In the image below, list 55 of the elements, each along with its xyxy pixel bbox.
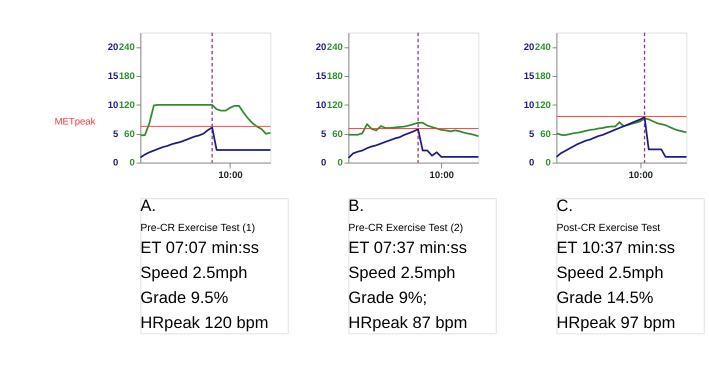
- y2-tick-label: 10: [524, 100, 534, 111]
- y-tick-label: 0: [338, 158, 343, 169]
- y2-tick-label: 15: [524, 71, 536, 82]
- y-tick-label: 120: [118, 100, 135, 111]
- text: Pre-CR Exercise Test (2): [348, 223, 464, 234]
- y-tick-label: 120: [326, 100, 343, 111]
- y-tick-label: 240: [326, 42, 343, 54]
- line-series: [140, 126, 272, 158]
- y-tick-label: 180: [118, 71, 135, 82]
- y2-tick-label: 10: [316, 100, 326, 111]
- x-tick-label: 10:00: [218, 170, 243, 181]
- y2-tick-label: 20: [108, 42, 118, 54]
- text: Post-CR Exercise Test: [556, 223, 660, 234]
- text: ET 07:37 min:ss: [348, 238, 468, 257]
- y-tick-label: 60: [332, 128, 343, 140]
- y2-tick-label: 5: [113, 128, 120, 140]
- text: B.: [348, 197, 364, 216]
- text: Speed 2.5mph: [348, 264, 456, 282]
- x-tick-label: 10:00: [430, 170, 454, 181]
- y2-tick-label: 20: [316, 42, 326, 54]
- text: Grade 9.5%: [140, 289, 229, 308]
- text: ET 10:37 min:ss: [556, 238, 676, 257]
- text: ET 07:07 min:ss: [140, 238, 260, 257]
- text: Speed 2.5mph: [556, 264, 664, 282]
- y-tick-label: 120: [534, 100, 551, 111]
- line-series: [140, 104, 272, 136]
- y2-tick-label: 15: [316, 71, 328, 82]
- y2-tick-label: 15: [108, 71, 120, 82]
- y-tick-label: 240: [534, 42, 551, 54]
- y-tick-label: 60: [124, 128, 135, 140]
- text: HRpeak 120 bpm: [140, 314, 268, 332]
- y2-tick-label: 10: [108, 100, 118, 111]
- y-tick-label: 60: [540, 128, 551, 140]
- y-tick-label: 180: [326, 71, 343, 82]
- y2-tick-label: 20: [524, 42, 534, 54]
- text: Grade 9%;: [348, 289, 428, 308]
- x-tick-label: 10:00: [628, 170, 653, 181]
- y2-tick-label: 5: [321, 128, 328, 140]
- y-tick-label: 240: [118, 42, 135, 54]
- ref-line-label: METpeak: [54, 116, 96, 128]
- text: Speed 2.5mph: [140, 264, 248, 282]
- y-tick-label: 0: [546, 158, 551, 169]
- text: Grade 14.5%: [556, 289, 654, 308]
- y-tick-label: 180: [534, 71, 551, 82]
- text: Pre-CR Exercise Test (1): [140, 223, 256, 234]
- text: C.: [556, 197, 573, 216]
- line-series: [348, 128, 480, 159]
- line-series: [348, 122, 480, 138]
- text: A.: [140, 197, 156, 216]
- y2-tick-label: 5: [529, 128, 536, 140]
- line-series: [556, 117, 688, 136]
- y-tick-label: 0: [129, 158, 135, 169]
- text: HRpeak 87 bpm: [348, 314, 468, 332]
- text: HRpeak 97 bpm: [556, 314, 676, 332]
- line-series: [556, 116, 688, 158]
